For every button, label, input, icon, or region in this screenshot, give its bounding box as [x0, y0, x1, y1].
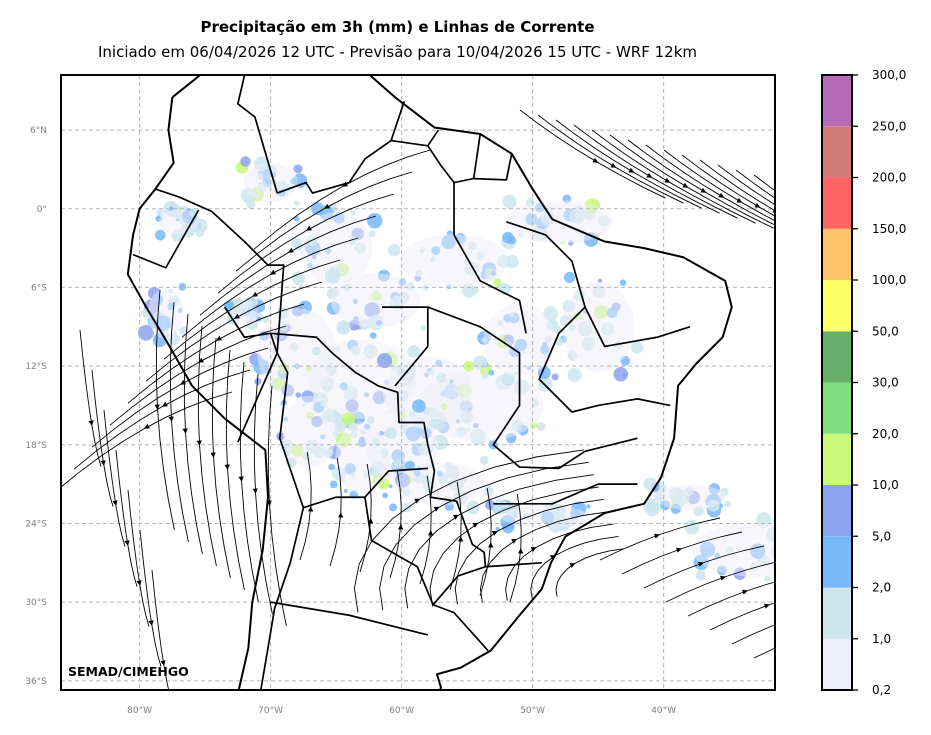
- lat-tick-label: 24°S: [25, 519, 47, 529]
- map-frame: [60, 74, 776, 691]
- colorbar-label: 30,0: [872, 376, 899, 390]
- state-border: [506, 221, 671, 413]
- lat-tick-label: 6°N: [30, 126, 47, 136]
- colorbar-box: [822, 331, 852, 383]
- colorbar-label: 2,0: [872, 581, 891, 595]
- colorbar-label: 5,0: [872, 529, 891, 543]
- state-border: [155, 188, 285, 354]
- colorbar-box: [822, 280, 852, 332]
- colorbar-box: [822, 75, 852, 127]
- colorbar-label: 300,0: [872, 68, 906, 82]
- lat-tick-label: 30°S: [25, 598, 47, 608]
- state-border: [276, 100, 406, 194]
- state-border: [427, 129, 440, 147]
- axis-ticks: 6°N 0° 6°S 12°S 18°S 24°S 30°S 36°S 80°W 70°W 60°W…: [25, 126, 676, 716]
- colorbar-labels: 0,2 1,0 2,0 5,0 10,0 20,0 30,0 50,0 100,0 150,0 20…: [852, 68, 906, 697]
- state-border: [427, 306, 638, 470]
- lon-tick-label: 70°W: [258, 706, 283, 716]
- lat-tick-label: 6°S: [31, 283, 47, 293]
- map-title: Precipitação em 3h (mm) e Linhas de Corr…: [200, 18, 595, 36]
- colorbar-boxes: [822, 75, 852, 690]
- state-border: [237, 352, 278, 443]
- coastline-pacific: [126, 97, 269, 690]
- state-border: [259, 507, 305, 690]
- streamlines: [61, 109, 775, 690]
- colorbar-box: [822, 126, 852, 178]
- state-border: [493, 483, 638, 505]
- lon-tick-label: 40°W: [651, 706, 676, 716]
- lon-tick-label: 60°W: [389, 706, 414, 716]
- state-border: [237, 75, 278, 194]
- state-border: [132, 209, 200, 269]
- lon-tick-label: 80°W: [127, 706, 152, 716]
- colorbar-box: [822, 433, 852, 485]
- colorbar-box: [822, 228, 852, 280]
- lat-tick-label: 36°S: [25, 677, 47, 687]
- colorbar-label: 150,0: [872, 222, 906, 236]
- colorbar-label: 0,2: [872, 683, 891, 697]
- colorbar-box: [822, 587, 852, 639]
- colorbar-label: 20,0: [872, 427, 899, 441]
- colorbar-box: [822, 485, 852, 537]
- country-borders: [126, 75, 733, 690]
- colorbar-box: [822, 177, 852, 229]
- credit-label: SEMAD/CIMEHGO: [68, 664, 189, 679]
- state-border: [270, 332, 489, 652]
- lat-tick-label: 12°S: [25, 362, 47, 372]
- lat-tick-label: 18°S: [25, 441, 47, 451]
- coastline-atlantic: [171, 75, 733, 690]
- state-border: [224, 306, 428, 509]
- map-subtitle: Iniciado em 06/04/2026 12 UTC - Previsão…: [97, 43, 698, 61]
- colorbar-box: [822, 638, 852, 690]
- colorbar-label: 250,0: [872, 119, 906, 133]
- colorbar-label: 100,0: [872, 273, 906, 287]
- lon-tick-label: 50°W: [520, 706, 545, 716]
- state-border: [270, 601, 429, 636]
- state-border: [364, 497, 434, 606]
- state-border: [453, 182, 527, 334]
- colorbar-label: 10,0: [872, 478, 899, 492]
- colorbar-label: 200,0: [872, 171, 906, 185]
- colorbar-label: 1,0: [872, 632, 891, 646]
- state-border: [381, 306, 429, 387]
- colorbar-label: 50,0: [872, 324, 899, 338]
- state-border: [472, 133, 482, 179]
- colorbar-box: [822, 536, 852, 588]
- lat-tick-label: 0°: [37, 205, 47, 215]
- state-border: [485, 561, 542, 568]
- state-border: [584, 306, 691, 348]
- colorbar-box: [822, 382, 852, 434]
